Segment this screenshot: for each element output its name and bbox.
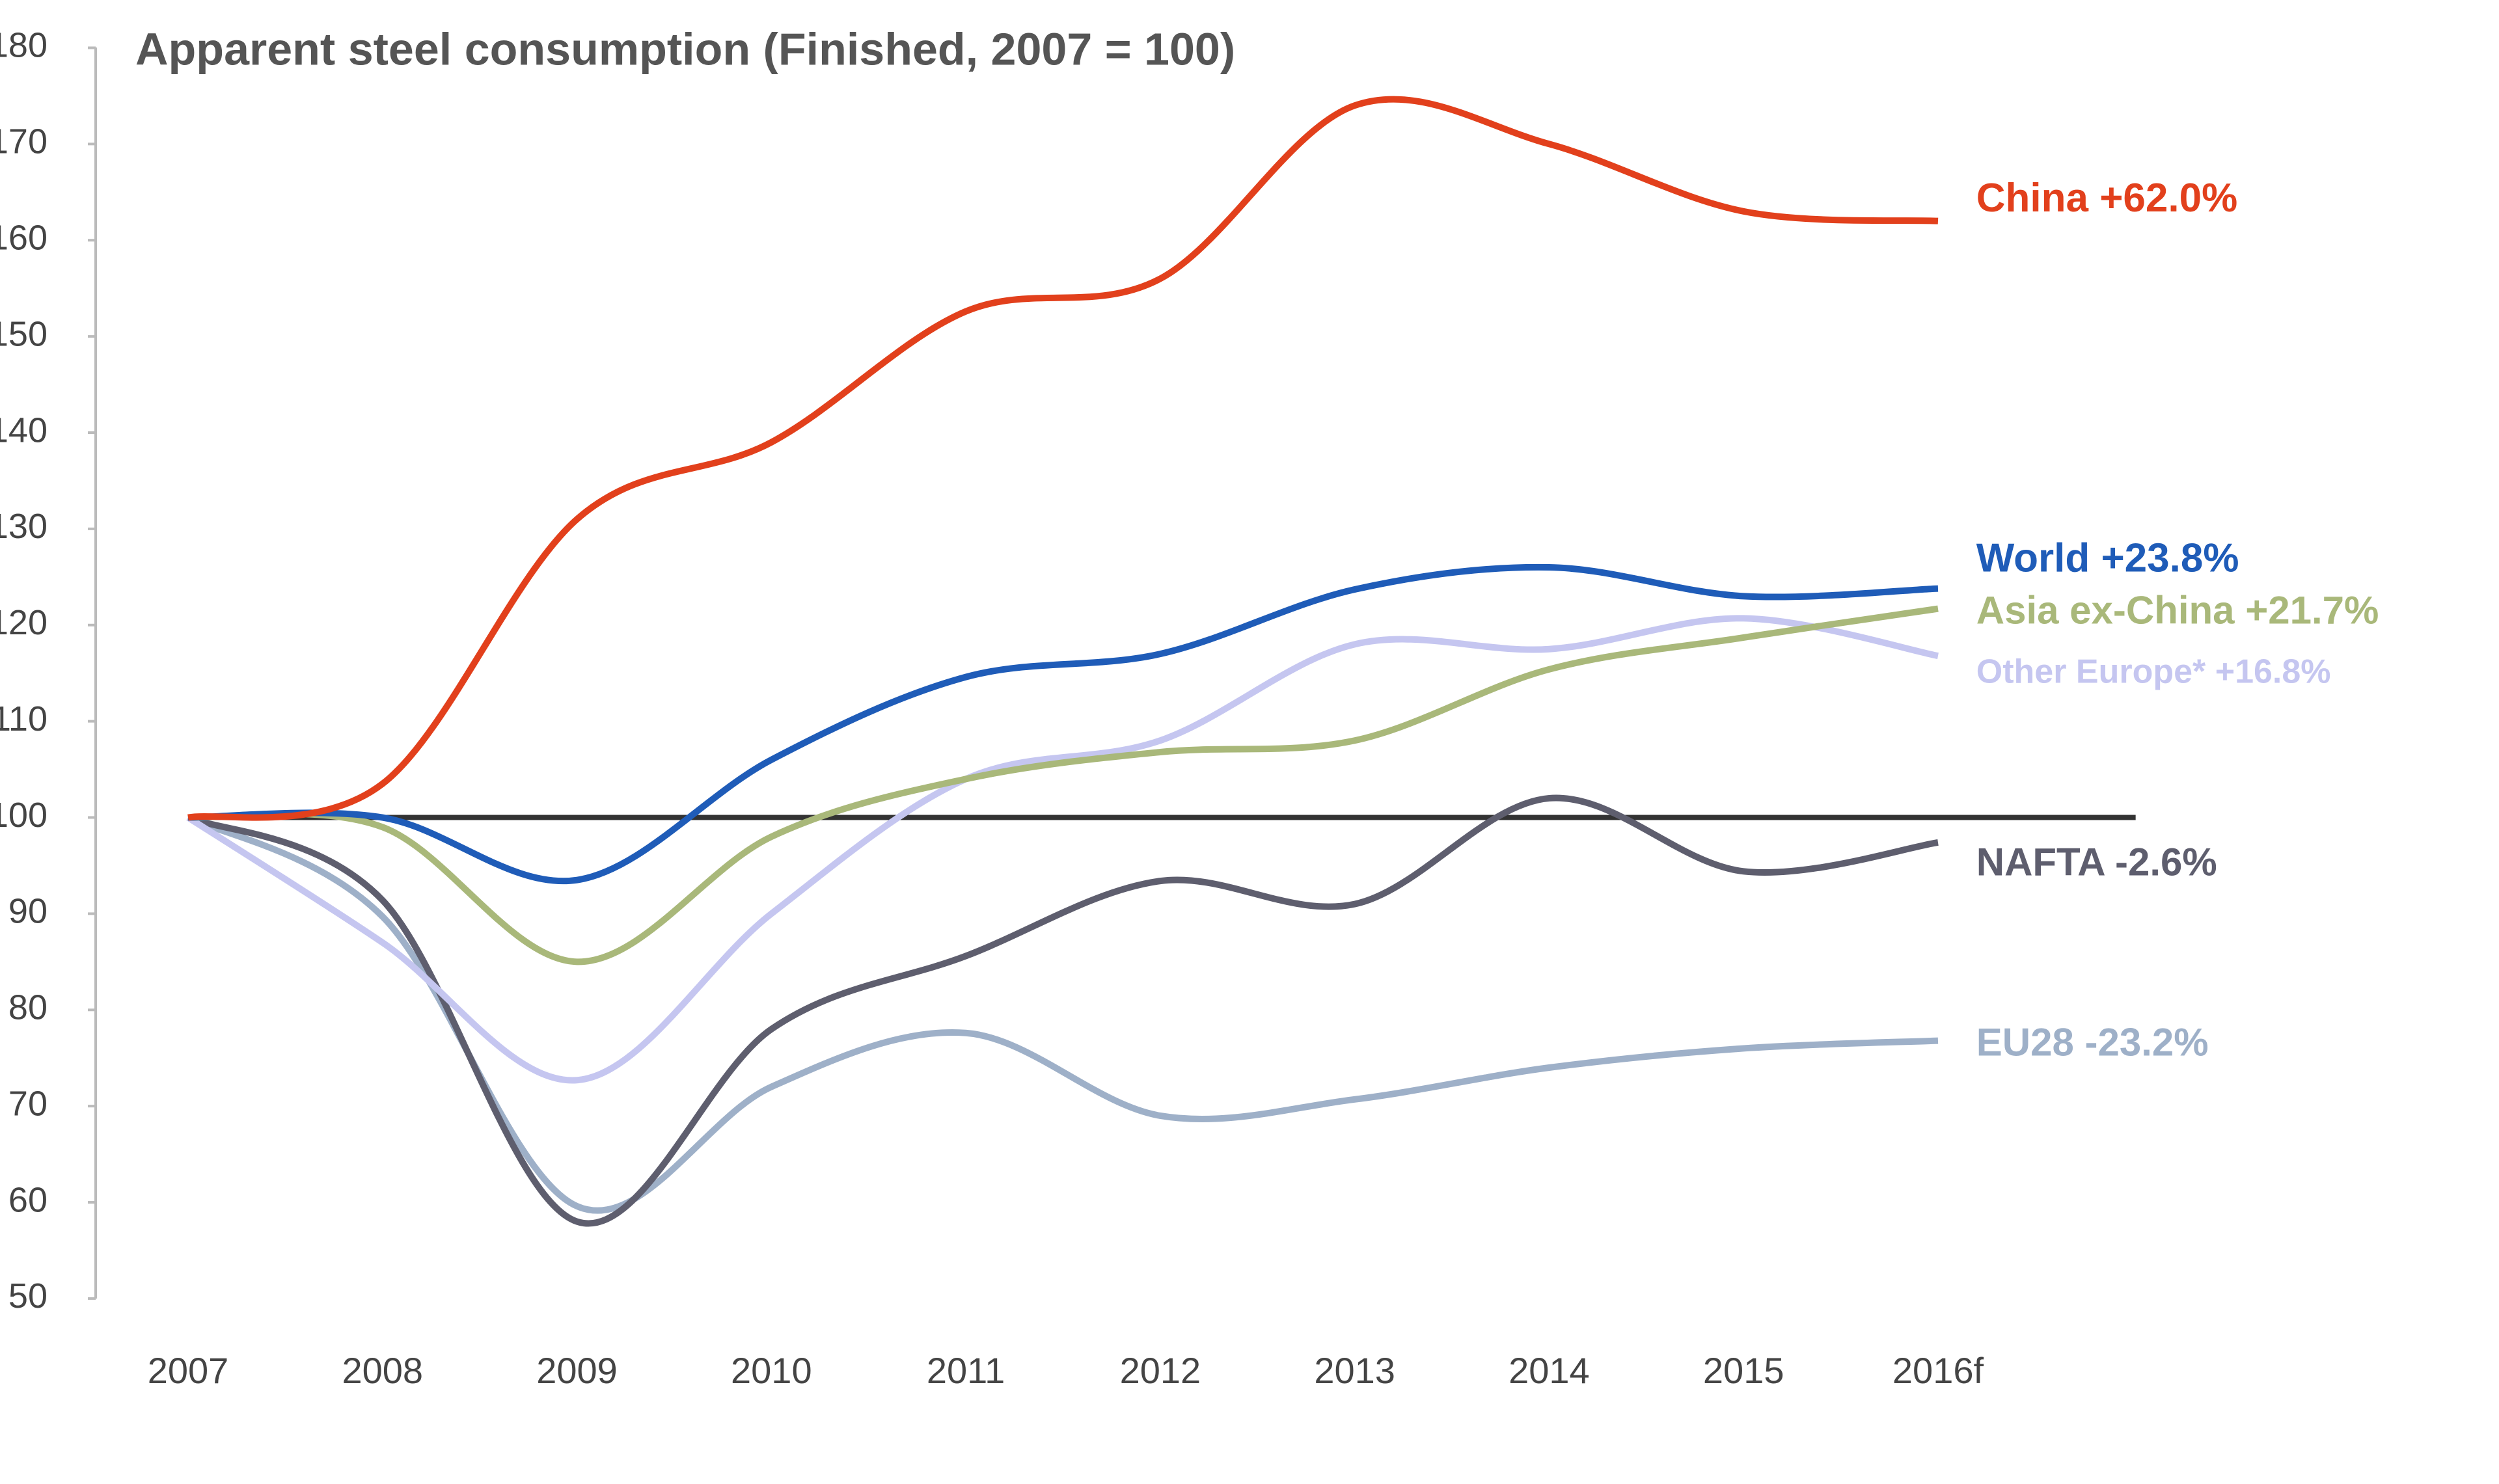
x-tick-label: 2010 bbox=[731, 1350, 812, 1391]
y-tick-label: 110 bbox=[0, 699, 48, 738]
y-tick-label: 90 bbox=[8, 892, 48, 931]
series-label: Other Europe* +16.8% bbox=[1976, 653, 2331, 691]
x-tick-label: 2015 bbox=[1703, 1350, 1784, 1391]
chart-title: Apparent steel consumption (Finished, 20… bbox=[135, 23, 1235, 74]
y-tick-label: 170 bbox=[0, 122, 48, 161]
series-label: China +62.0% bbox=[1976, 176, 2237, 221]
y-tick-label: 140 bbox=[0, 411, 48, 450]
y-tick-label: 160 bbox=[0, 218, 48, 257]
series-line bbox=[187, 605, 1939, 965]
series-label: EU28 -23.2% bbox=[1976, 1020, 2209, 1064]
series-line bbox=[187, 794, 1939, 1227]
x-tick-label: 2013 bbox=[1314, 1350, 1395, 1391]
series-label: NAFTA -2.6% bbox=[1976, 841, 2217, 884]
y-tick-label: 70 bbox=[8, 1084, 48, 1123]
x-tick-label: 2011 bbox=[927, 1350, 1005, 1391]
series-label: Asia ex-China +21.7% bbox=[1976, 589, 2379, 632]
y-tick-label: 120 bbox=[0, 603, 48, 642]
x-tick-label: 2014 bbox=[1509, 1350, 1590, 1391]
y-tick-label: 130 bbox=[0, 507, 48, 546]
y-tick-label: 80 bbox=[8, 988, 48, 1027]
series-line bbox=[186, 615, 1939, 1084]
y-tick-label: 100 bbox=[0, 796, 48, 835]
series-line bbox=[187, 563, 1939, 885]
x-tick-label: 2008 bbox=[342, 1350, 423, 1391]
x-tick-label: 2012 bbox=[1120, 1350, 1201, 1391]
series-line bbox=[187, 96, 1939, 821]
y-tick-label: 180 bbox=[0, 26, 48, 65]
x-tick-label: 2009 bbox=[536, 1350, 618, 1391]
y-tick-label: 60 bbox=[8, 1180, 48, 1219]
x-tick-label: 2007 bbox=[148, 1350, 229, 1391]
y-tick-label: 50 bbox=[8, 1276, 48, 1315]
series-label: World +23.8% bbox=[1976, 535, 2239, 580]
x-tick-label: 2016f bbox=[1892, 1350, 1984, 1391]
y-tick-label: 150 bbox=[0, 314, 48, 353]
